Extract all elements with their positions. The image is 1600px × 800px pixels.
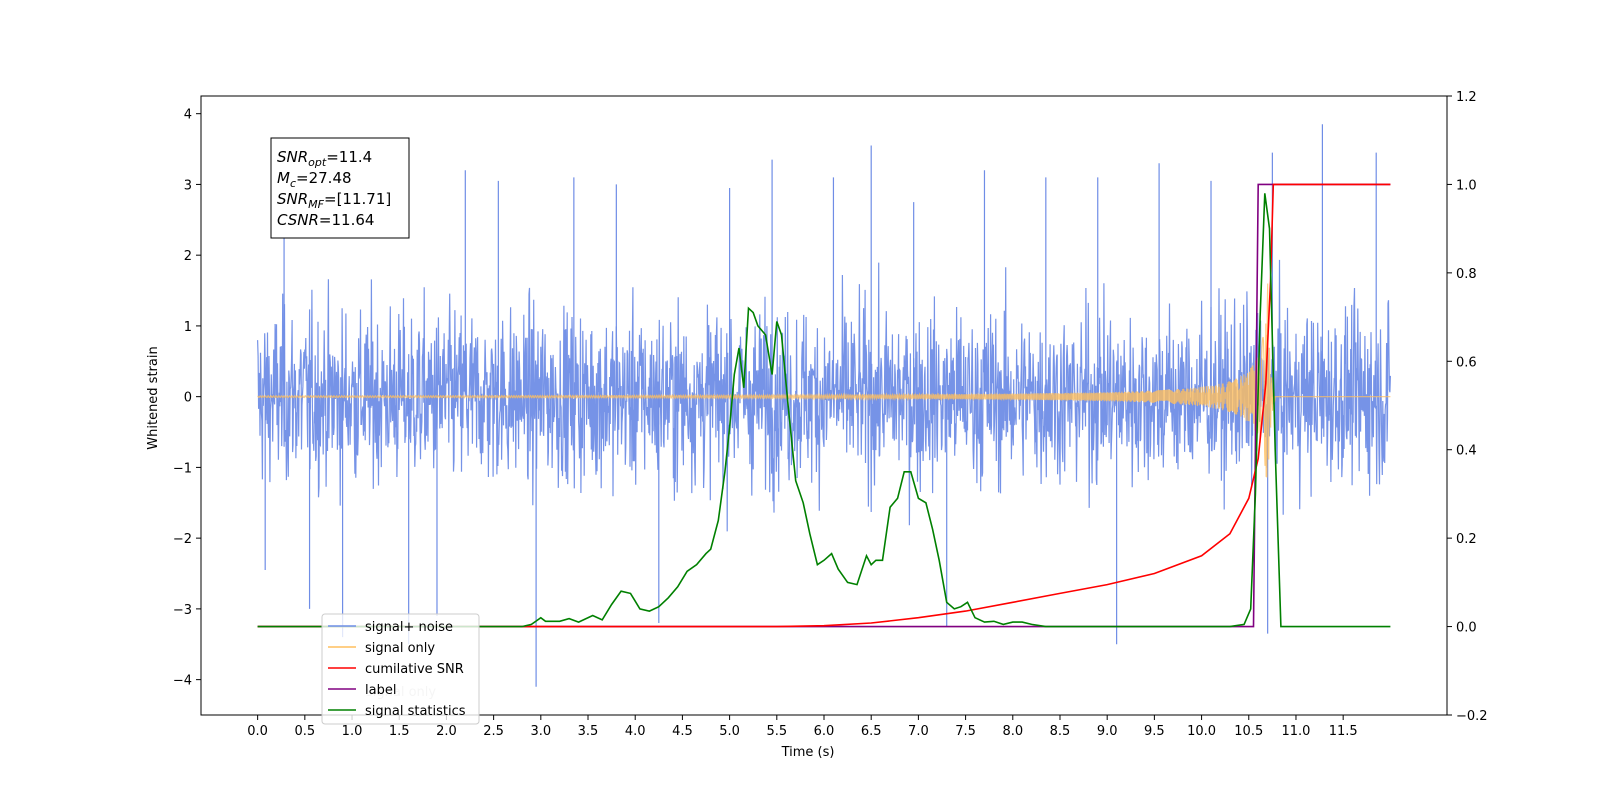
info-box: SNRopt=11.4Mc=27.48SNRMF=[11.71]CSNR=11.…	[270, 137, 410, 239]
x-tick-label: 3.0	[530, 724, 551, 739]
legend-label: signal only	[365, 641, 435, 656]
x-tick-label: 6.0	[814, 724, 835, 739]
y-tick-label: 1	[184, 320, 192, 335]
series-signal-statistics	[257, 193, 1391, 628]
x-tick-label: 8.0	[1002, 724, 1023, 739]
plot-layer	[257, 124, 1391, 687]
y2-tick-label: 0.0	[1456, 621, 1477, 636]
y2-tick-label: −0.2	[1456, 709, 1488, 724]
info-box-frame	[270, 137, 410, 239]
y-tick-label: 4	[184, 108, 192, 123]
x-tick-label: 3.5	[578, 724, 599, 739]
y-tick-label: −4	[173, 674, 192, 689]
x-tick-label: 11.5	[1329, 724, 1358, 739]
info-line: Mc=27.48	[277, 169, 352, 190]
series-signal-only	[257, 283, 1391, 478]
x-tick-label: 2.0	[436, 724, 457, 739]
y2-tick-label: 1.0	[1456, 178, 1477, 193]
x-tick-label: 2.5	[483, 724, 504, 739]
legend-box	[321, 613, 480, 725]
x-tick-label: 7.0	[908, 724, 929, 739]
y2-tick-label: 0.2	[1456, 532, 1477, 547]
y2-tick-label: 0.8	[1456, 267, 1477, 282]
legend-label: signal+ noise	[365, 620, 453, 635]
x-tick-label: 1.0	[342, 724, 363, 739]
y2-tick-label: 0.4	[1456, 444, 1477, 459]
legend-label: cumilative SNR	[365, 662, 464, 677]
y2-tick-label: 0.6	[1456, 355, 1477, 370]
x-tick-label: 4.0	[625, 724, 646, 739]
x-tick-label: 10.5	[1234, 724, 1263, 739]
axes-layer: 0.0 0.5 1.0 1.5 2.0 2.5 3.0 3.5 4.0 4.5 5.0 5.5 6.0 6…	[173, 90, 1488, 739]
x-tick-label: 10.0	[1187, 724, 1216, 739]
y-axis-label: Whitened strain	[146, 346, 161, 449]
y-tick-label: 0	[184, 391, 192, 406]
x-tick-label: 8.5	[1050, 724, 1071, 739]
info-line: SNRMF=[11.71]	[277, 190, 391, 211]
x-tick-label: 4.5	[672, 724, 693, 739]
x-axis-label: Time (s)	[781, 745, 835, 760]
x-tick-label: 0.5	[294, 724, 315, 739]
series-signal-noise	[257, 259, 1391, 532]
y-tick-label: 2	[184, 249, 192, 264]
x-tick-label: 6.5	[861, 724, 882, 739]
x-tick-label: 7.5	[955, 724, 976, 739]
x-tick-label: 5.0	[719, 724, 740, 739]
x-tick-label: 1.5	[389, 724, 410, 739]
x-tick-label: 5.5	[766, 724, 787, 739]
legend-label: signal statistics	[365, 704, 466, 719]
x-tick-label: 9.0	[1097, 724, 1118, 739]
legend-label: label	[365, 683, 396, 698]
info-line: CSNR=11.64	[277, 211, 374, 229]
y-tick-label: −3	[173, 603, 192, 618]
info-line: SNRopt=11.4	[277, 148, 372, 169]
y-tick-label: 3	[184, 178, 192, 193]
x-tick-label: 11.0	[1281, 724, 1310, 739]
y-tick-label: −2	[173, 532, 192, 547]
y-tick-label: −1	[173, 461, 192, 476]
x-tick-label: 0.0	[247, 724, 268, 739]
x-tick-label: 9.5	[1144, 724, 1165, 739]
y2-tick-label: 1.2	[1456, 90, 1477, 105]
